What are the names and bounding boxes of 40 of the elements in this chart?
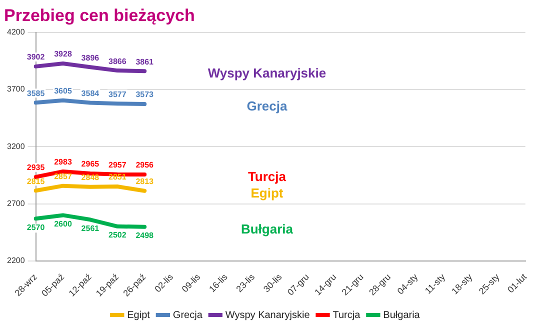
data-label: 2848 [81, 173, 100, 182]
data-label: 3902 [26, 52, 46, 62]
data-label: 3928 [54, 50, 72, 59]
y-tick-label: 2200 [7, 256, 26, 266]
data-label: 3584 [81, 88, 100, 98]
data-label: 3866 [108, 56, 127, 66]
data-label: 2502 [108, 230, 127, 240]
data-label: 3896 [81, 53, 100, 62]
data-label: 2965 [81, 160, 100, 169]
legend-label: Grecja [172, 310, 203, 321]
data-label: 2983 [54, 158, 72, 167]
data-label: 3861 [136, 57, 154, 66]
legend-label: Wyspy Kanaryjskie [225, 310, 310, 321]
data-label: 2857 [54, 172, 72, 182]
y-tick-label: 2700 [7, 198, 26, 208]
y-tick-label: 3700 [7, 84, 26, 94]
data-label: 2570 [26, 222, 46, 232]
legend-label: Bułgaria [383, 310, 420, 321]
data-label: 3577 [108, 90, 127, 99]
text: Grecja [246, 98, 288, 114]
y-tick-label: 3200 [7, 142, 26, 151]
y-tick-label: 4200 [7, 28, 26, 37]
data-label: 3605 [54, 86, 72, 96]
text: Turcja [248, 169, 286, 184]
legend-label: Turcja [332, 310, 361, 321]
data-label: 2600 [54, 219, 72, 228]
data-label: 2815 [26, 176, 46, 186]
data-label: 2561 [81, 224, 100, 233]
data-label: 3573 [136, 90, 154, 100]
data-label: 2935 [26, 163, 46, 172]
text: Wyspy Kanaryjskie [208, 66, 326, 81]
legend-label: Egipt [127, 310, 150, 321]
data-label: 2957 [108, 160, 127, 170]
data-label: 3585 [26, 88, 46, 98]
text: Bułgaria [240, 221, 293, 236]
text: Egipt [250, 185, 284, 200]
data-label: 2813 [136, 177, 154, 186]
data-label: 2956 [136, 160, 154, 170]
chart-title: Przebieg cen bieżących [4, 6, 195, 25]
data-label: 2498 [136, 231, 154, 240]
